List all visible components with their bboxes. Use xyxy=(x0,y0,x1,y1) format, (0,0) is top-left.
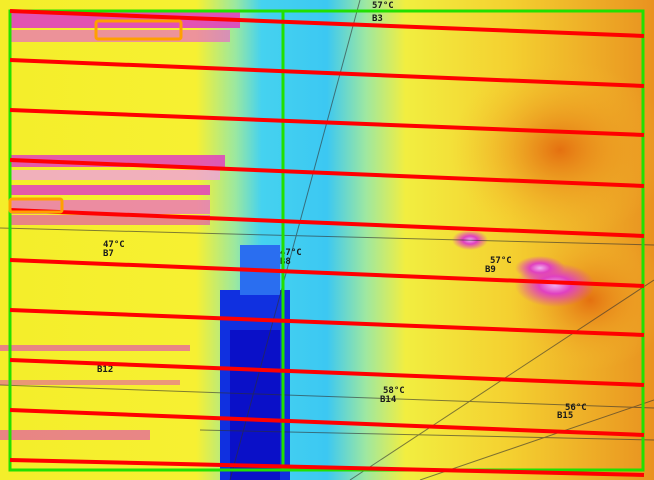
hotspot-markers xyxy=(8,19,183,214)
label-temp: 58°C xyxy=(383,386,405,396)
scan-line xyxy=(9,358,645,387)
scan-line xyxy=(9,58,645,88)
label-temp: 47°C xyxy=(103,240,125,250)
label-temp: 47°C xyxy=(280,248,302,258)
scan-line xyxy=(9,408,645,437)
label-temp: 57°C xyxy=(490,256,512,266)
label-temp: 57°C xyxy=(372,1,394,11)
hotspot-box xyxy=(94,19,183,41)
scan-line xyxy=(9,258,645,288)
label-zone: B12 xyxy=(97,365,113,375)
label-zone: B8 xyxy=(280,257,291,267)
scan-line xyxy=(9,458,645,477)
temperature-labels: 57°C B3 47°C B7 47°C B8 57°C B9 B12 58°C… xyxy=(97,1,587,421)
label-zone: B14 xyxy=(380,395,397,405)
scan-line xyxy=(9,158,645,188)
label-zone: B15 xyxy=(557,411,573,421)
scan-line xyxy=(9,308,645,337)
roi-overlay xyxy=(8,9,645,472)
label-zone: B3 xyxy=(372,14,383,24)
label-zone: B7 xyxy=(103,249,114,259)
warm-region xyxy=(450,60,654,240)
label-temp: 56°C xyxy=(565,403,587,413)
scan-line xyxy=(9,9,645,38)
hot-streaks xyxy=(0,10,240,440)
roi-box xyxy=(8,9,645,472)
hotspot-blob xyxy=(515,256,565,280)
scan-lines xyxy=(9,9,645,477)
scan-line xyxy=(9,108,645,137)
scan-line xyxy=(9,208,645,238)
label-zone: B9 xyxy=(485,265,496,275)
hotspot-box xyxy=(8,197,64,214)
